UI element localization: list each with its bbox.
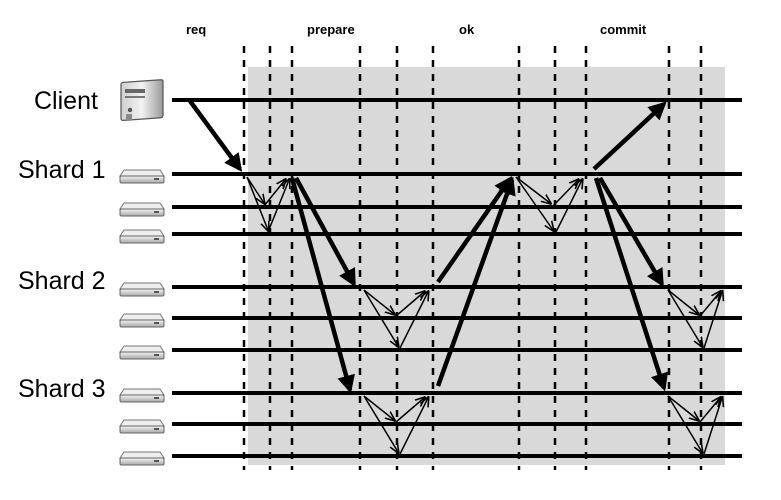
server-tower-icon — [120, 79, 164, 122]
commit-arrow-shard2 — [598, 176, 664, 288]
node-label-shard1: Shard 1 — [18, 156, 106, 184]
prepare-arrow-shard2 — [294, 176, 356, 288]
repl-arrow — [363, 289, 394, 314]
commit-arrow-shard3 — [593, 177, 669, 392]
repl-arrow — [363, 395, 398, 452]
repl-arrow — [399, 292, 428, 349]
phase-dividers — [242, 46, 703, 470]
repl-arrow — [667, 395, 698, 420]
repl-arrow — [395, 292, 424, 317]
repl-arrow — [363, 395, 394, 420]
repl-arrow — [515, 176, 550, 203]
ok-arrow-shard3 — [435, 176, 516, 387]
repl-arrow — [667, 289, 698, 314]
phase-label-prepare: prepare — [307, 22, 355, 37]
repl-arrow — [246, 176, 264, 203]
repl-arrow — [703, 292, 722, 349]
prepare-arrow-shard3 — [289, 177, 355, 394]
phase-label-req: req — [186, 22, 207, 37]
repl-arrow — [363, 289, 398, 346]
major-messages — [188, 99, 669, 394]
repl-arrow — [267, 180, 289, 233]
server-rack-icon — [119, 451, 165, 466]
server-rack-icon — [119, 419, 165, 434]
server-rack-icon — [119, 313, 165, 328]
repl-arrow — [667, 289, 702, 346]
commit-client-arrow — [592, 101, 667, 171]
repl-arrow — [703, 398, 722, 455]
server-rack-icon — [119, 229, 165, 244]
phase-label-ok: ok — [459, 22, 475, 37]
repl-arrow — [515, 176, 553, 230]
repl-arrow — [667, 395, 702, 452]
replication-messages — [246, 176, 722, 455]
repl-arrow — [399, 398, 428, 455]
timelines — [172, 98, 742, 458]
ok-arrow-shard2 — [436, 176, 513, 284]
phase-label-commit: commit — [600, 22, 647, 37]
repl-arrow — [395, 398, 424, 423]
node-label-client: Client — [34, 87, 98, 115]
repl-arrow — [555, 180, 582, 233]
server-rack-icon — [119, 388, 165, 403]
node-label-shard2: Shard 2 — [18, 267, 106, 295]
repl-arrow — [246, 176, 268, 230]
server-rack-icon — [119, 202, 165, 217]
server-rack-icon — [119, 345, 165, 360]
repl-arrow — [552, 180, 578, 207]
node-label-shard3: Shard 3 — [18, 375, 106, 403]
req-arrow — [188, 99, 243, 172]
background-band — [248, 67, 725, 465]
server-rack-icon — [119, 169, 165, 184]
rack-icons — [119, 169, 165, 466]
server-rack-icon — [119, 282, 165, 297]
